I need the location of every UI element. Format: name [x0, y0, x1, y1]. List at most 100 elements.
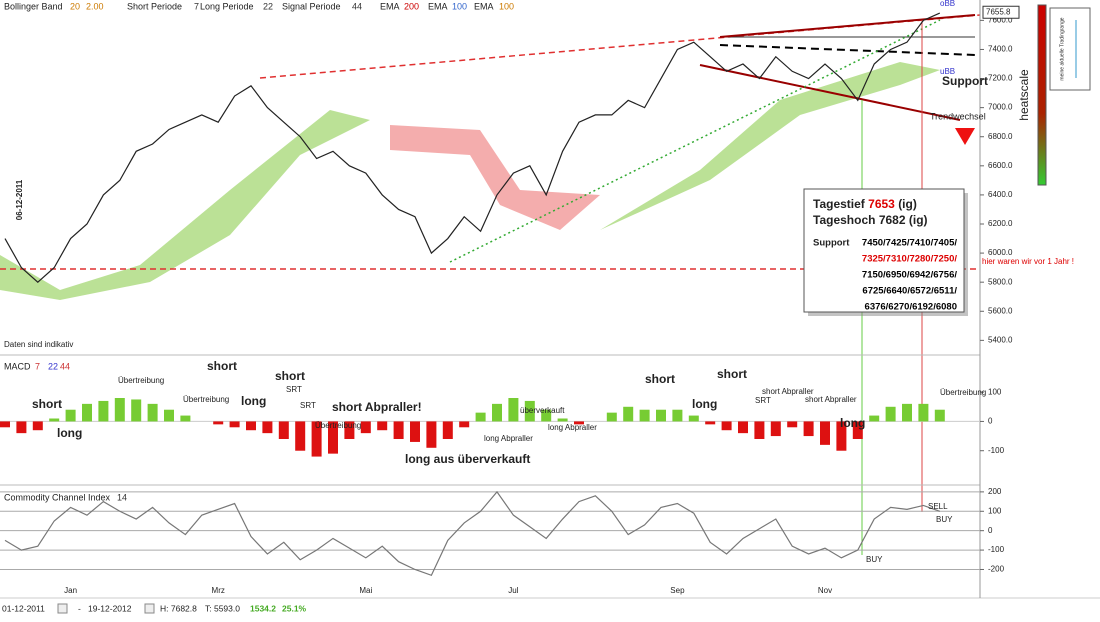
panel-title: MACD	[4, 361, 31, 371]
header-param: 200	[404, 1, 419, 11]
y-tick-label: 5600.0	[988, 306, 1013, 315]
calendar-icon	[144, 603, 155, 614]
x-tick-label: Mai	[359, 586, 372, 595]
bar	[852, 421, 863, 439]
header-label: Signal Periode	[282, 1, 341, 11]
bar	[787, 421, 798, 428]
y-tick-label: 7600.0	[988, 15, 1013, 24]
annotation: long Abpraller	[484, 434, 533, 443]
y-tick-label: -100	[988, 446, 1005, 455]
bar	[705, 421, 716, 425]
support-line: 7450/7425/7410/7405/	[862, 238, 957, 249]
annotation: Daten sind indikativ	[4, 340, 73, 349]
annotation: long	[241, 394, 266, 408]
y-tick-label: 7000.0	[988, 103, 1013, 112]
y-tick-label: -100	[988, 545, 1005, 554]
suffix: (ig)	[898, 197, 917, 211]
line	[4, 12, 941, 283]
annotation: short	[207, 359, 237, 373]
support-lines: 7450/7425/7410/7405/7325/7310/7280/7250/…	[862, 238, 957, 313]
label: Tageshoch	[813, 213, 875, 227]
bar	[311, 421, 322, 457]
header-label: Short Periode	[127, 1, 182, 11]
cloud	[600, 62, 940, 230]
trend-line	[449, 19, 941, 263]
y-tick-label: 100	[988, 387, 1002, 396]
y-tick-label: 6400.0	[988, 190, 1013, 199]
bar	[0, 421, 10, 428]
bar	[934, 409, 945, 422]
panel-param: 44	[60, 361, 70, 371]
y-tick-label: 100	[988, 506, 1002, 515]
line	[4, 490, 941, 577]
bar	[606, 412, 617, 422]
trend-line	[719, 44, 976, 56]
annotation: SRT	[300, 401, 316, 410]
annotation: short Abpraller!	[332, 400, 422, 414]
x-tick-label: Jul	[508, 586, 518, 595]
annotation: Support	[942, 74, 988, 88]
header-label: Bollinger Band	[4, 1, 63, 11]
bar	[328, 421, 338, 454]
value: 7682	[879, 213, 906, 227]
bar	[295, 421, 306, 451]
footer-high: H: 7682.8	[160, 603, 197, 613]
bar	[229, 421, 240, 428]
panel-param: 7	[35, 361, 40, 371]
annotation: BUY	[936, 515, 953, 524]
bar	[32, 421, 43, 431]
bar	[721, 421, 732, 431]
bar	[770, 421, 781, 437]
bar	[738, 421, 748, 434]
bar	[410, 421, 420, 442]
annotation: short	[32, 397, 62, 411]
bar	[492, 403, 502, 422]
cloud	[0, 110, 370, 300]
y-tick-label: 6600.0	[988, 161, 1013, 170]
y-tick-label: 6800.0	[988, 132, 1013, 141]
trend-line	[719, 14, 976, 38]
bar	[344, 421, 355, 439]
panel-param: 14	[117, 492, 127, 502]
header-param: 7	[194, 1, 199, 11]
bar	[672, 409, 683, 422]
footer-change: 1534.2	[250, 603, 276, 613]
bar	[688, 415, 699, 422]
arrow	[955, 128, 975, 145]
annotation: Übertreibung	[183, 395, 229, 404]
header-label: EMA	[428, 1, 448, 11]
y-tick-label: -200	[988, 565, 1005, 574]
date-label: 06-12-2011	[15, 179, 24, 220]
suffix: (ig)	[909, 213, 928, 227]
info-high: Tageshoch 7682 (ig)	[813, 213, 928, 227]
bar	[754, 421, 765, 439]
bar	[164, 409, 174, 422]
support-line: 7150/6950/6942/6756/	[862, 270, 957, 281]
footer-to: 19-12-2012	[88, 603, 132, 613]
y-tick-label: 7200.0	[988, 74, 1013, 83]
annotation: BUY	[866, 555, 883, 564]
calendar-icon	[57, 603, 68, 614]
annotation: long	[840, 416, 865, 430]
y-tick-label: 0	[988, 526, 993, 535]
annotation: Trendwechsel	[930, 111, 986, 121]
y-tick-label: 200	[988, 487, 1002, 496]
bar	[541, 409, 552, 422]
bar	[393, 421, 404, 439]
bar	[475, 412, 486, 422]
last-price-label: 7655.8	[986, 7, 1011, 16]
annotation: long aus überverkauft	[405, 452, 530, 466]
y-tick-label: 5800.0	[988, 277, 1013, 286]
annotation: short Abpraller	[805, 395, 857, 404]
annotation: Übertreibung	[315, 421, 361, 430]
header-param: 22	[263, 1, 273, 11]
bar	[820, 421, 830, 445]
y-tick-label: 6000.0	[988, 248, 1013, 257]
bar	[262, 421, 273, 434]
bar	[623, 406, 634, 422]
bar	[918, 403, 929, 422]
bar	[180, 415, 191, 422]
support-line: 7325/7310/7280/7250/	[862, 254, 957, 265]
footer-from: 01-12-2011	[2, 603, 45, 613]
